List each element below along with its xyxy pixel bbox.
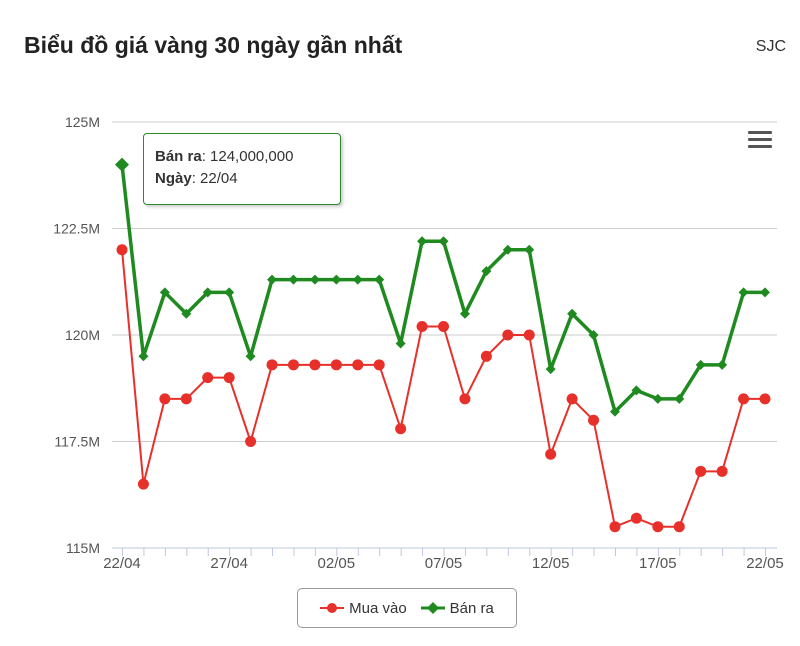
tooltip-series-label: Bán ra	[155, 148, 202, 165]
data-point-sell	[245, 351, 256, 362]
data-point-buy	[480, 350, 492, 362]
data-point-buy	[716, 465, 728, 477]
data-point-sell	[395, 338, 406, 349]
data-point-sell	[674, 393, 685, 404]
data-point-sell	[695, 359, 706, 370]
legend-item-sell[interactable]: Bán ra	[420, 599, 494, 617]
data-point-sell	[309, 274, 320, 285]
data-point-sell	[438, 236, 449, 247]
data-point-buy	[502, 329, 514, 341]
data-point-buy	[330, 359, 342, 371]
legend-label-buy: Mua vào	[349, 599, 407, 617]
x-tick-label: 02/05	[318, 555, 356, 572]
data-point-buy	[309, 359, 321, 371]
data-point-buy	[438, 320, 449, 332]
y-tick-label: 117.5M	[54, 434, 100, 450]
data-point-sell	[138, 351, 149, 362]
data-point-sell	[481, 266, 492, 277]
data-point-sell	[288, 274, 299, 285]
data-point-buy	[459, 393, 471, 405]
x-tick-label: 17/05	[639, 555, 677, 572]
data-point-buy	[566, 393, 578, 405]
data-point-sell	[267, 274, 278, 285]
data-point-buy	[416, 320, 428, 332]
data-point-buy	[630, 512, 642, 524]
data-point-sell	[588, 330, 599, 340]
data-point-buy	[245, 436, 257, 447]
data-point-buy	[266, 359, 278, 371]
x-tick-label: 22/05	[746, 555, 784, 572]
data-point-buy	[373, 359, 385, 371]
data-point-sell	[567, 308, 578, 319]
data-point-buy	[759, 393, 771, 405]
data-point-sell	[524, 244, 535, 255]
x-tick-label: 12/05	[532, 555, 570, 572]
data-point-buy	[180, 393, 192, 405]
data-point-buy	[545, 448, 557, 460]
x-tick-label: 27/04	[210, 555, 248, 572]
data-point-sell	[331, 274, 342, 285]
data-point-buy	[159, 393, 171, 405]
data-point-buy	[652, 521, 664, 533]
data-point-sell	[738, 287, 749, 298]
tooltip-date-label: Ngày	[155, 170, 192, 187]
source-label: SJC	[755, 38, 786, 55]
data-point-sell	[459, 308, 470, 319]
legend-label-sell: Bán ra	[449, 599, 494, 617]
data-point-sell	[159, 287, 170, 298]
tooltip-value: 124,000,000	[210, 148, 294, 165]
data-point-buy	[352, 359, 364, 371]
y-tick-label: 120M	[65, 327, 100, 343]
y-tick-label: 115M	[66, 540, 100, 556]
data-point-sell	[417, 236, 428, 247]
data-point-sell	[652, 393, 663, 404]
data-point-sell	[202, 287, 213, 298]
data-point-sell	[760, 287, 770, 298]
data-point-buy	[695, 465, 707, 477]
data-point-sell	[181, 308, 192, 319]
chart-title: Biểu đồ giá vàng 30 ngày gần nhất	[24, 32, 403, 58]
hamburger-menu-icon[interactable]	[748, 131, 772, 149]
data-point-buy	[673, 521, 685, 533]
data-point-buy	[588, 414, 600, 426]
data-point-sell	[545, 364, 556, 375]
data-point-buy	[609, 521, 621, 533]
data-point-sell	[224, 287, 235, 298]
data-point-buy	[738, 393, 750, 405]
y-tick-label: 122.5M	[53, 221, 100, 237]
legend-item-buy[interactable]: Mua vào	[320, 600, 407, 617]
data-point-sell	[352, 274, 363, 285]
data-point-buy	[523, 329, 535, 341]
tooltip: Bán ra: 124,000,000 Ngày: 22/04	[143, 133, 341, 205]
data-point-buy	[137, 478, 149, 490]
data-point-buy	[202, 372, 214, 384]
data-point-sell	[374, 274, 385, 285]
data-point-buy	[287, 359, 299, 371]
x-tick-label: 22/04	[103, 555, 141, 572]
x-tick-label: 07/05	[425, 555, 463, 572]
data-point-buy	[223, 372, 235, 384]
data-point-sell	[717, 359, 728, 370]
y-tick-label: 125M	[65, 114, 100, 130]
data-point-buy	[395, 423, 407, 435]
data-point-buy	[116, 244, 128, 256]
tooltip-date: 22/04	[200, 170, 238, 187]
data-point-sell	[609, 406, 620, 417]
legend: Mua vào Bán ra	[297, 588, 517, 628]
data-point-sell	[631, 385, 642, 396]
data-point-sell	[502, 244, 513, 255]
data-point-sell	[115, 157, 129, 172]
